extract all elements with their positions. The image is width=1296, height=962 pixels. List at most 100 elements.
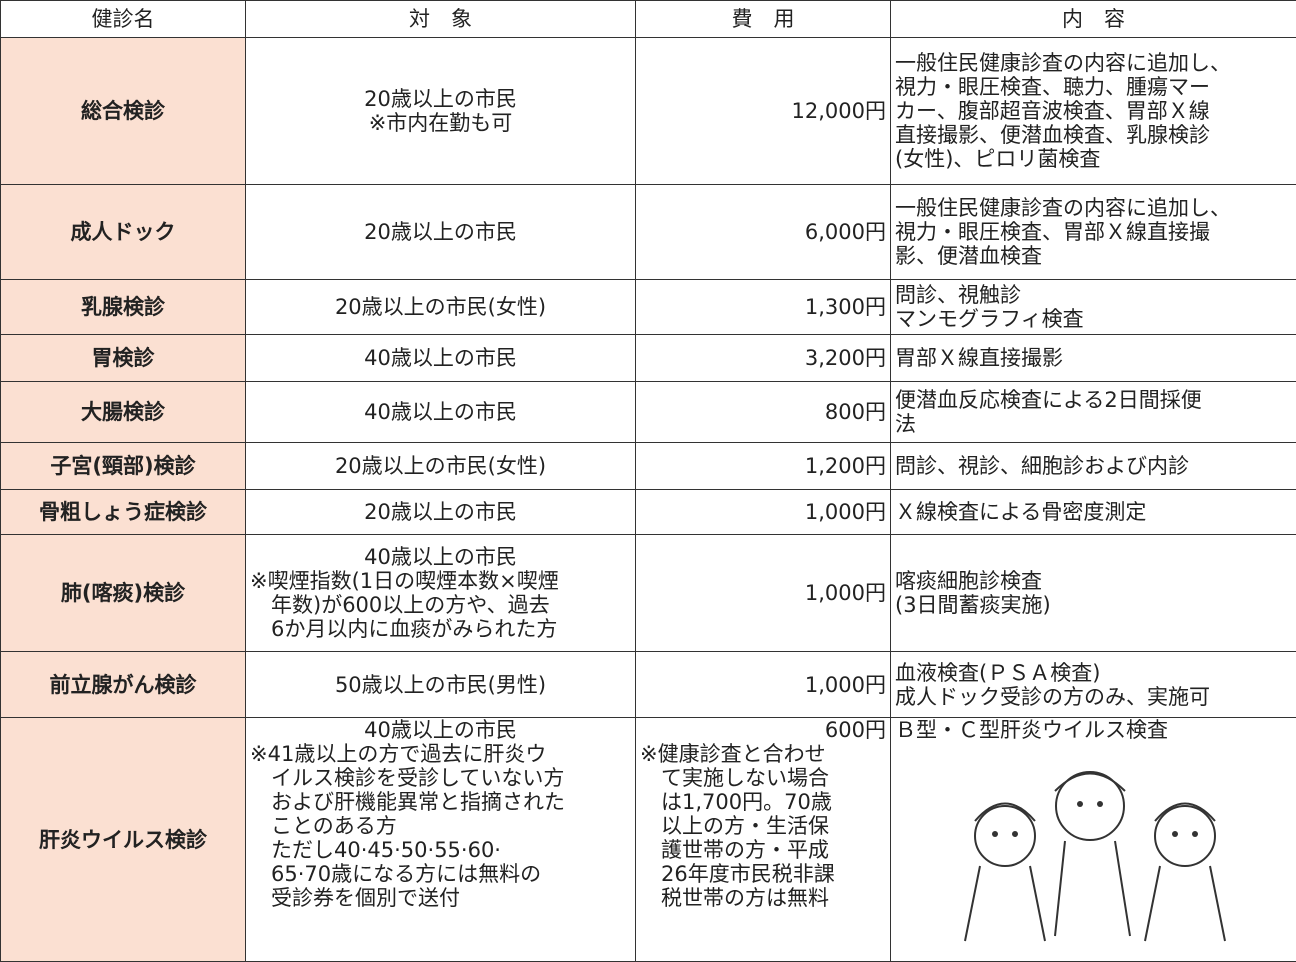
target-line: 40歳以上の市民 (364, 718, 517, 743)
content-line: 成人ドック受診の方のみ、実施可 (895, 684, 1210, 709)
target-line: 20歳以上の市民 (364, 87, 517, 111)
content-cell: 胃部Ｘ線直接撮影 (890, 334, 1296, 382)
exam-name: 大腸検診 (0, 381, 246, 443)
target-line: 20歳以上の市民(女性) (334, 454, 547, 478)
fee-line: 600円 (824, 718, 886, 743)
fee-cell: 12,000円 (635, 37, 891, 185)
content-line: 問診、視触診 (895, 283, 1021, 307)
fee-line: 1,300円 (804, 295, 886, 319)
illustration (964, 771, 1226, 942)
target-cell: 40歳以上の市民 ※喫煙指数(1日の喫煙本数×喫煙 年数)が600以上の方や、過去… (245, 534, 636, 652)
target-cell: 20歳以上の市民 (245, 184, 636, 280)
header-cell: 対 象 (245, 0, 636, 38)
target-cell: 40歳以上の市民 (245, 381, 636, 443)
fee-cell: 1,300円 (635, 279, 891, 335)
content-cell: 問診、視診、細胞診および内診 (890, 442, 1296, 490)
fee-line: 800円 (824, 400, 886, 424)
content-cell: Ｂ型・Ｃ型肝炎ウイルス検査 (890, 717, 1296, 962)
content-line: 血液検査(ＰＳＡ検査) (895, 660, 1101, 685)
header-row: 健診名対 象費 用内 容 (0, 0, 1296, 38)
content-line: 胃部Ｘ線直接撮影 (895, 346, 1063, 370)
header-cell: 費 用 (635, 0, 891, 38)
table-row: 骨粗しょう症検診 20歳以上の市民 1,000円 Ｘ線検査による骨密度測定 (0, 489, 1296, 535)
fee-line: 税世帯の方は無料 (640, 886, 829, 910)
fee-cell: 800円 (635, 381, 891, 443)
content-line: 喀痰細胞診検査 (895, 569, 1042, 593)
table-row: 大腸検診 40歳以上の市民 800円 便潜血反応検査による2日間採便法 (0, 381, 1296, 443)
target-cell: 40歳以上の市民 (245, 334, 636, 382)
fee-line: ※健康診査と合わせ (640, 742, 826, 766)
content-line: (3日間蓄痰実施) (895, 593, 1051, 617)
fee-line: て実施しない場合 (640, 766, 829, 790)
fee-line: 以上の方・生活保 (640, 814, 829, 838)
target-line: 6か月以内に血痰がみられた方 (250, 617, 558, 641)
exam-name: 前立腺がん検診 (0, 651, 246, 718)
target-line: 20歳以上の市民 (364, 500, 517, 524)
exam-name: 肺(喀痰)検診 (0, 534, 246, 652)
target-line: 65·70歳になる方には無料の (250, 862, 542, 886)
target-line: 50歳以上の市民(男性) (334, 672, 547, 697)
table-row: 成人ドック 20歳以上の市民 6,000円 一般住民健康診査の内容に追加し、 視力・眼圧… (0, 184, 1296, 280)
fee-line: 1,200円 (804, 454, 886, 478)
exam-name: 胃検診 (0, 334, 246, 382)
fee-line: 26年度市民税非課 (640, 862, 835, 886)
fee-line: 1,000円 (804, 500, 886, 524)
target-line: 40歳以上の市民 (364, 545, 517, 569)
fee-line: 1,000円 (804, 672, 886, 697)
target-cell: 20歳以上の市民(女性) (245, 442, 636, 490)
target-line: 40歳以上の市民 (364, 346, 517, 370)
target-line: イルス検診を受診していない方 (250, 766, 565, 790)
content-cell: 一般住民健康診査の内容に追加し、 視力・眼圧検査、聴力、腫瘍マー カー、腹部超音波検… (890, 37, 1296, 185)
target-line: ※喫煙指数(1日の喫煙本数×喫煙 (250, 569, 559, 593)
target-line: 年数)が600以上の方や、過去 (250, 593, 550, 617)
exam-name: 総合検診 (0, 37, 246, 185)
content-line: 直接撮影、便潜血検査、乳腺検診 (895, 123, 1210, 147)
target-line: 40歳以上の市民 (364, 400, 517, 424)
fee-cell: 1,000円 (635, 651, 891, 718)
content-line: Ｂ型・Ｃ型肝炎ウイルス検査 (895, 718, 1168, 743)
content-line: 一般住民健康診査の内容に追加し、 (895, 51, 1231, 75)
fee-cell: 1,000円 (635, 534, 891, 652)
content-line: (女性)、ピロリ菌検査 (895, 147, 1101, 171)
content-line: 問診、視診、細胞診および内診 (895, 454, 1189, 478)
fee-cell: 3,200円 (635, 334, 891, 382)
content-cell: 喀痰細胞診検査 (3日間蓄痰実施) (890, 534, 1296, 652)
fee-line: 3,200円 (804, 346, 886, 370)
content-line: 視力・眼圧検査、聴力、腫瘍マー (895, 75, 1210, 99)
content-line: 影、便潜血検査 (895, 244, 1042, 268)
content-line: 視力・眼圧検査、胃部Ｘ線直接撮 (895, 220, 1210, 244)
table-row: 前立腺がん検診 50歳以上の市民(男性) 1,000円 血液検査(ＰＳＡ検査) 成人ドッ… (0, 651, 1296, 718)
fee-cell: 600円 ※健康診査と合わせ て実施しない場合 は1,700円。70歳 以上の方・… (635, 717, 891, 962)
exam-name: 肝炎ウイルス検診 (0, 717, 246, 962)
content-cell: 血液検査(ＰＳＡ検査) 成人ドック受診の方のみ、実施可 (890, 651, 1296, 718)
content-line: 法 (895, 412, 916, 436)
target-line: ※市内在勤も可 (368, 111, 513, 135)
fee-line: 6,000円 (804, 220, 886, 244)
exam-name: 成人ドック (0, 184, 246, 280)
target-line: 20歳以上の市民(女性) (334, 295, 547, 319)
fee-cell: 6,000円 (635, 184, 891, 280)
exam-name: 乳腺検診 (0, 279, 246, 335)
fee-line: 護世帯の方・平成 (640, 838, 829, 862)
content-line: マンモグラフィ検査 (895, 307, 1084, 331)
fee-line: 12,000円 (791, 99, 886, 123)
header-cell: 内 容 (890, 0, 1296, 38)
target-line: 20歳以上の市民 (364, 220, 517, 244)
exam-name: 子宮(頸部)検診 (0, 442, 246, 490)
table-row: 乳腺検診 20歳以上の市民(女性) 1,300円 問診、視触診 マンモグラフィ検査 (0, 279, 1296, 335)
content-line: カー、腹部超音波検査、胃部Ｘ線 (895, 99, 1210, 123)
content-cell: Ｘ線検査による骨密度測定 (890, 489, 1296, 535)
exam-name: 骨粗しょう症検診 (0, 489, 246, 535)
fee-line: 1,000円 (804, 581, 886, 605)
table-row: 総合検診 20歳以上の市民 ※市内在勤も可 12,000円 一般住民健康診査の内容に追加… (0, 37, 1296, 185)
table-row: 胃検診 40歳以上の市民 3,200円 胃部Ｘ線直接撮影 (0, 334, 1296, 382)
content-cell: 一般住民健康診査の内容に追加し、 視力・眼圧検査、胃部Ｘ線直接撮 影、便潜血検査 (890, 184, 1296, 280)
target-cell: 20歳以上の市民(女性) (245, 279, 636, 335)
content-cell: 便潜血反応検査による2日間採便法 (890, 381, 1296, 443)
target-line: 受診券を個別で送付 (250, 886, 460, 910)
target-cell: 50歳以上の市民(男性) (245, 651, 636, 718)
fee-line: は1,700円。70歳 (640, 790, 832, 814)
fee-cell: 1,000円 (635, 489, 891, 535)
target-cell: 40歳以上の市民 ※41歳以上の方で過去に肝炎ウ イルス検診を受診していない方 お… (245, 717, 636, 962)
content-line: 一般住民健康診査の内容に追加し、 (895, 196, 1231, 220)
